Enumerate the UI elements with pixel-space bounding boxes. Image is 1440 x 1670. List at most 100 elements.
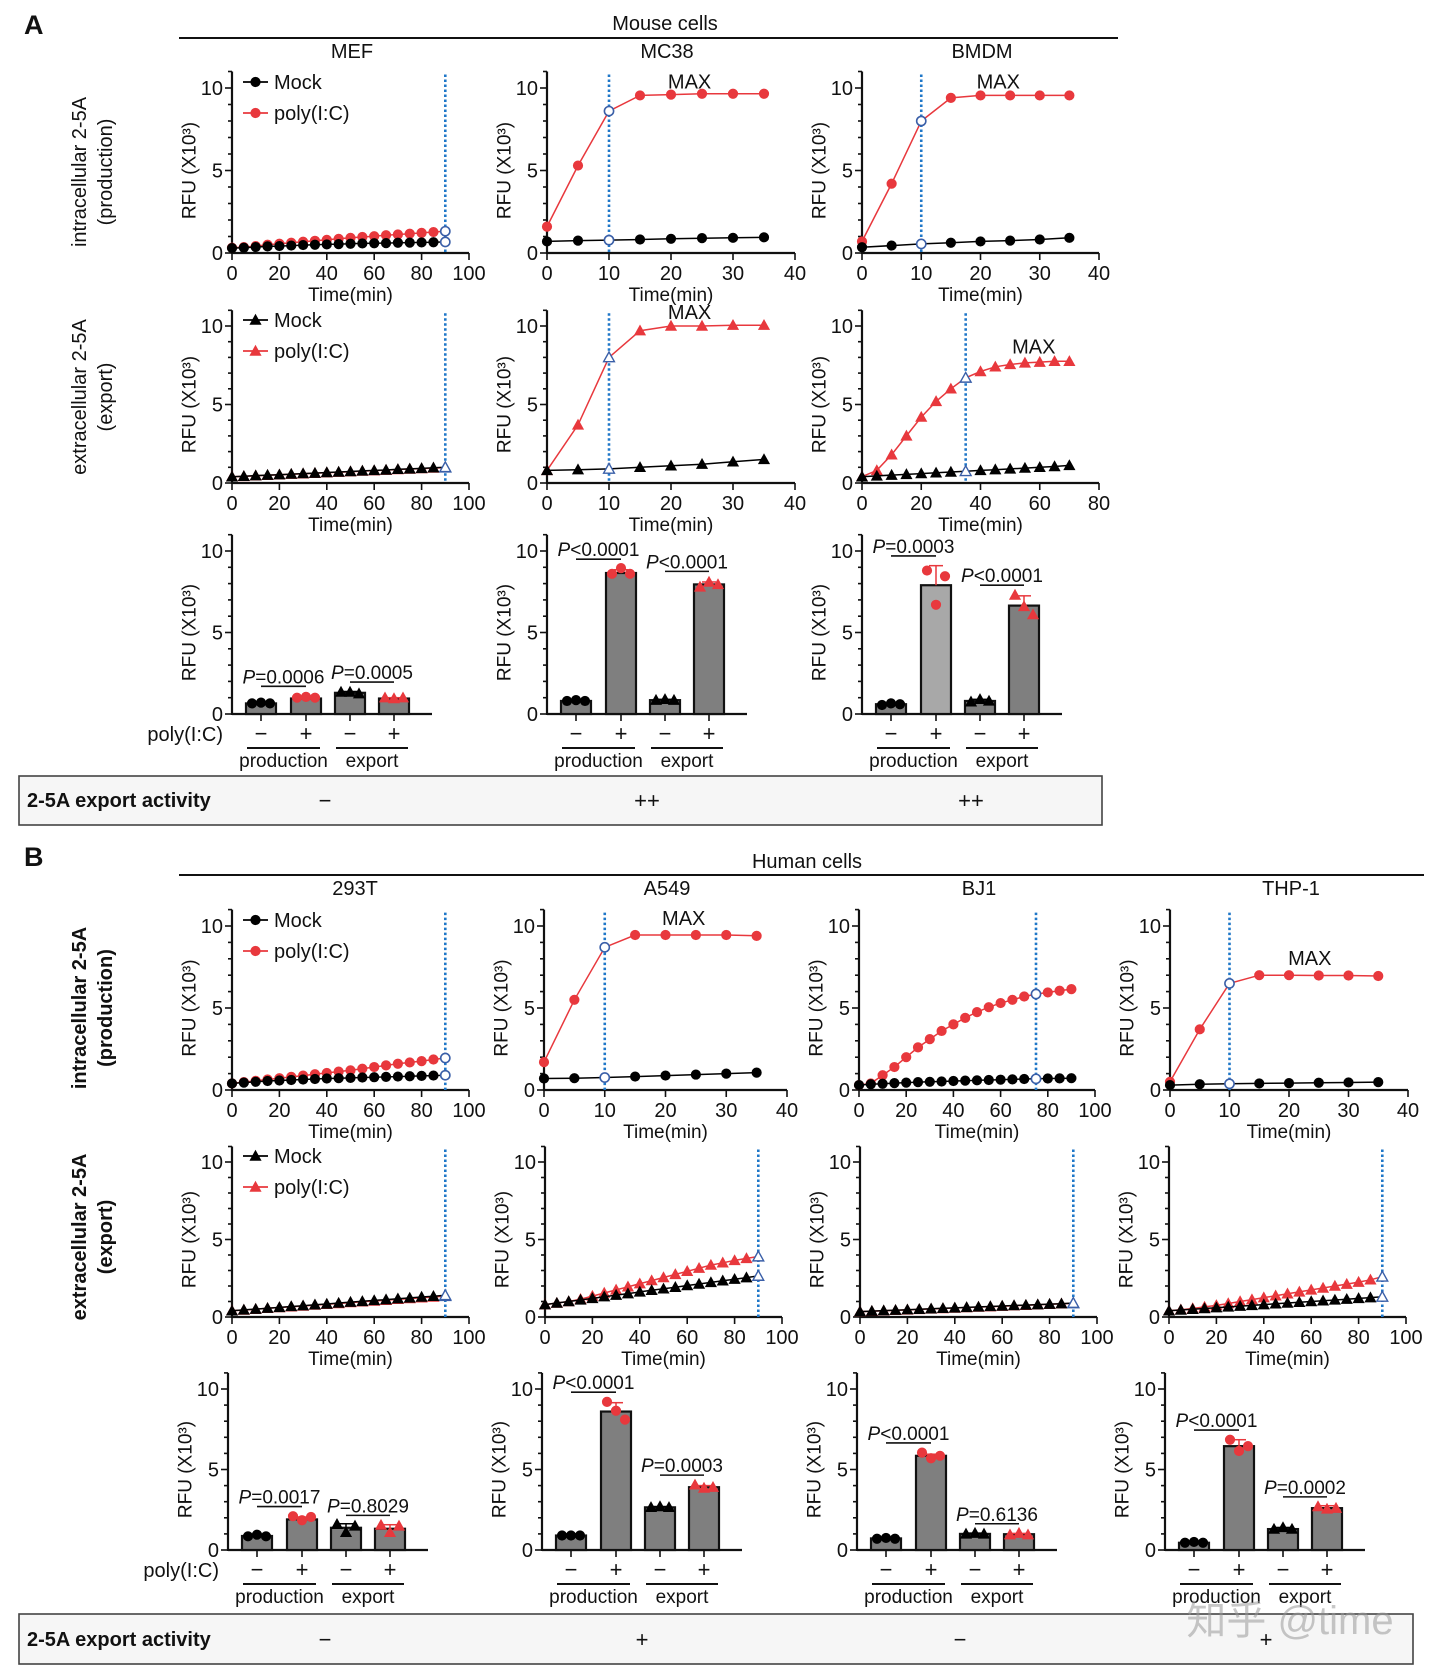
data-point [339,1526,353,1538]
data-point [974,464,987,476]
data-point [945,92,956,104]
data-point [599,1072,611,1083]
data-point [664,459,678,471]
legend-label: Mock [274,1146,323,1168]
bar [692,583,726,716]
group-title-mouse-cells: Mouse cells [612,13,718,35]
data-point [936,1025,947,1037]
data-point [721,929,732,941]
x-tick-label: 20 [660,263,682,285]
data-point [250,1076,261,1087]
x-axis-label: Time(min) [935,1122,1020,1143]
data-point [297,1299,310,1311]
x-tick-label: 30 [1337,1100,1359,1122]
y-tick-label: 0 [839,1080,850,1102]
data-point [1064,90,1075,101]
data-point [751,1067,762,1078]
y-tick-label: 5 [842,161,853,183]
x-tick-label: 100 [452,493,485,515]
bar-group: − [1266,1521,1300,1582]
data-point [889,1061,900,1073]
x-axis-label: Time(min) [623,1122,708,1143]
data-point [757,318,771,330]
data-point [391,1292,404,1304]
y-tick-label: 5 [839,998,850,1020]
x-tick-label: 40 [1088,263,1110,285]
x-tick-label: 40 [316,263,338,285]
series-mock [538,1269,765,1310]
bar [1222,1445,1256,1552]
data-point [889,1078,900,1089]
data-point [1017,600,1031,612]
treatment-label: − [1188,1557,1201,1582]
y-tick-label: 5 [1145,1460,1156,1482]
data-point [900,468,913,480]
max-annotation: MAX [1012,336,1055,358]
data-point [550,1296,563,1308]
data-point [692,1277,706,1289]
p-value: <0.0001 [659,552,728,573]
data-point [1018,461,1032,473]
data-point [369,1072,380,1083]
data-point [871,1533,883,1544]
p-symbol: P [331,663,344,684]
series-mock [226,236,451,254]
data-point [1042,1073,1053,1084]
data-point [948,1019,959,1030]
cell-title-293t: 293T [332,878,378,900]
treatment-label: + [925,1557,938,1582]
data-point [716,1274,729,1286]
data-point [889,1303,902,1315]
data-point [428,1054,439,1065]
p-value: =0.0003 [885,537,954,558]
data-point [1066,1296,1080,1309]
p-symbol: P [641,1456,654,1477]
data-point [1186,1303,1199,1314]
data-point [929,395,943,407]
data-point [855,470,869,482]
data-point [1005,235,1016,246]
data-point [606,568,618,579]
series-mock [225,460,452,482]
data-point [428,226,439,238]
data-point [586,1292,599,1304]
y-tick-label: 0 [522,1540,533,1562]
data-point [657,1282,670,1294]
data-point [924,1034,935,1045]
treatment-label: + [296,1557,309,1582]
data-point [308,466,322,478]
data-point [396,691,410,703]
series-line [861,94,1070,242]
group-label: production [864,1587,953,1608]
data-point [633,461,647,473]
data-point [915,410,928,422]
legend-item-poly-i-c: poly(I:C) [243,941,350,963]
data-point [561,695,573,707]
data-point [345,1072,356,1083]
activity-value-a549: + [636,1627,649,1652]
data-point [251,1529,263,1540]
data-point [740,1271,753,1283]
data-point [751,1269,765,1281]
p-symbol: P [961,566,974,587]
treatment-label: − [880,1557,893,1582]
data-point [1352,1275,1365,1287]
x-tick-label: 100 [452,1327,485,1349]
y-axis-label: RFU (X10³) [495,122,516,219]
data-point [1026,608,1040,620]
legend-item-poly-i-c: poly(I:C) [243,1177,350,1199]
p-value-label: P=0.0003 [641,1456,723,1477]
x-tick-label: 80 [723,1327,745,1349]
data-point [309,692,321,703]
data-point [439,1052,451,1064]
data-point [630,929,641,941]
y-axis-label: RFU (X10³) [180,356,201,453]
series-mock [853,1296,1080,1317]
data-point [921,565,933,576]
x-tick-label: 40 [942,1100,964,1122]
data-point [287,1511,299,1522]
data-point [602,350,616,363]
data-point [690,929,701,941]
